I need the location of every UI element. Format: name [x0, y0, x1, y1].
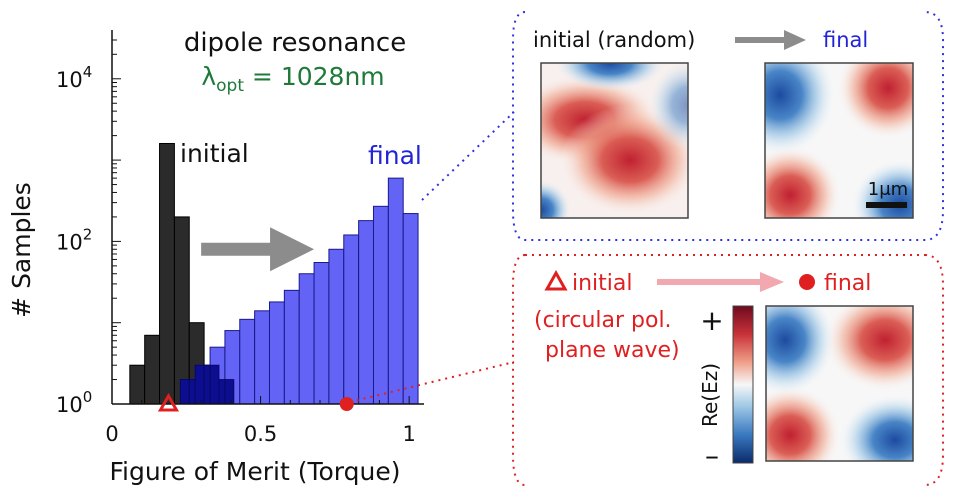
- colorbar: [732, 305, 754, 464]
- initial-bar: [129, 364, 146, 405]
- field-map-final-frame: [764, 62, 914, 219]
- wavelength-label: λopt = 1028nm: [201, 62, 384, 96]
- circular-pol-marker: [157, 392, 180, 412]
- initial-bar: [173, 216, 190, 405]
- top-panel: initial (random) final 1μm: [512, 11, 944, 241]
- overlap-bar: [194, 364, 205, 405]
- x-tick-label: 1: [402, 422, 415, 446]
- chart-title: dipole resonance: [184, 28, 406, 58]
- x-tick-label: 0.5: [244, 422, 277, 446]
- top-initial-label: initial (random): [533, 28, 695, 52]
- overlap-bar: [209, 364, 220, 405]
- initial-bar: [159, 142, 175, 405]
- bottom-panel-border: [512, 254, 944, 486]
- bottom-panel: initial (circular pol. plane wave) final…: [512, 254, 944, 486]
- field-map-circular-pol-frame: [765, 305, 914, 462]
- final-bar: [254, 310, 270, 405]
- final-bar: [239, 318, 256, 405]
- y-tick-label: 100: [56, 388, 92, 417]
- y-tick-label: 104: [56, 63, 92, 92]
- final-bar: [328, 248, 345, 405]
- bottom-initial-label: initial: [572, 271, 633, 296]
- final-bar: [358, 220, 374, 405]
- field-map-circular-pol: [766, 306, 913, 461]
- lambda-value: = 1028nm: [244, 62, 385, 91]
- bottom-final-label: final: [824, 271, 871, 296]
- improvement-arrow-head: [270, 227, 315, 272]
- legend-final: final: [368, 141, 422, 170]
- top-arrow-head: [784, 30, 806, 50]
- final-dot-icon: [799, 274, 815, 290]
- bottom-arrow-head: [760, 272, 784, 292]
- initial-bar: [144, 334, 161, 405]
- field-map-final: [765, 63, 913, 218]
- final-bar: [313, 262, 330, 405]
- top-panel-border: [512, 11, 944, 241]
- optimized-marker: [339, 397, 354, 411]
- connector-top: [421, 111, 515, 201]
- field-map-initial-random-frame: [540, 62, 689, 219]
- lambda-subscript: opt: [216, 76, 244, 96]
- bottom-description-line1: (circular pol.: [534, 308, 672, 333]
- fom-markers: [157, 392, 354, 412]
- final-bar: [343, 234, 360, 405]
- colorbar-plus: +: [700, 304, 723, 337]
- final-bar: [402, 213, 419, 405]
- final-bar: [298, 273, 315, 405]
- overlap-bar: [224, 379, 235, 405]
- final-bar: [268, 301, 285, 405]
- improvement-arrow: [201, 227, 315, 272]
- overlap-bar: [218, 379, 226, 405]
- histogram: 0 0.5 1 100 102 104 dipole resonance λopt = 1…: [7, 28, 424, 486]
- y-tick-label: 102: [56, 225, 92, 254]
- colorbar-label: Re(Ez): [698, 363, 722, 427]
- overlap-bars: [179, 364, 235, 405]
- field-map-initial-random: [541, 63, 688, 218]
- legend-initial: initial: [180, 139, 249, 168]
- overlap-bar: [203, 364, 211, 405]
- tick-labels: 0 0.5 1 100 102 104: [56, 63, 416, 446]
- scale-bar-label: 1μm: [868, 179, 908, 200]
- y-axis-label: # Samples: [7, 182, 36, 318]
- colorbar-minus: –: [705, 439, 719, 472]
- connector-bottom: [349, 361, 515, 403]
- x-tick-label: 0: [105, 422, 118, 446]
- final-bar: [283, 289, 300, 405]
- final-bar: [387, 177, 404, 405]
- initial-triangle-icon: [544, 269, 568, 291]
- top-final-label: final: [823, 28, 868, 52]
- lambda-symbol: λ: [201, 62, 216, 91]
- overlap-bar: [179, 379, 190, 405]
- final-bar: [372, 205, 389, 405]
- bottom-description-line2: plane wave): [545, 338, 680, 363]
- x-axis-label: Figure of Merit (Torque): [109, 457, 400, 486]
- overlap-bar: [188, 379, 196, 405]
